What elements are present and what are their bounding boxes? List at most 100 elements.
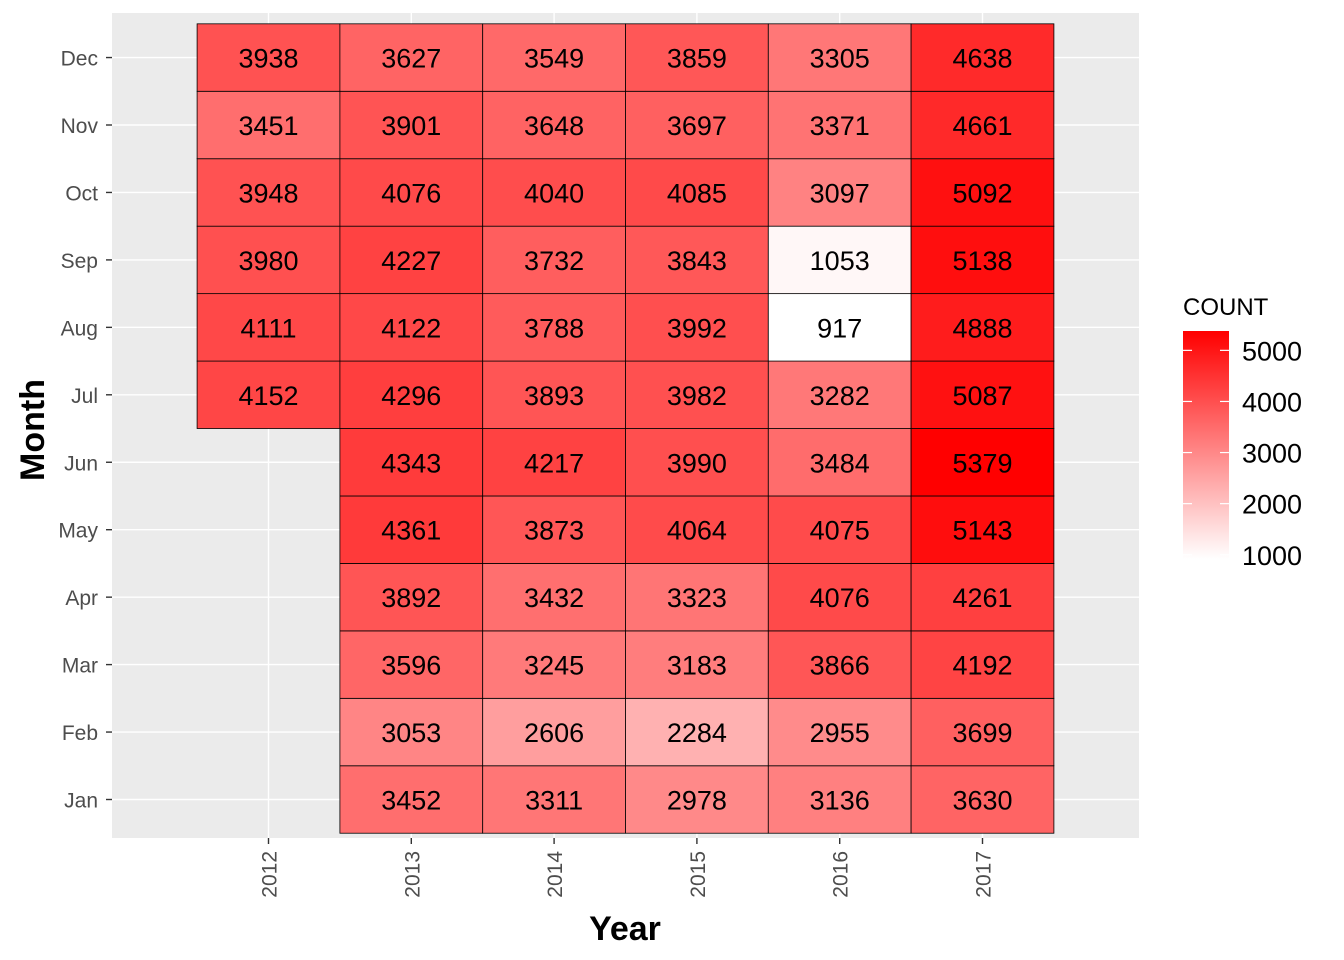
y-tick-label-nov: Nov: [61, 115, 99, 138]
x-tick-label-2013: 2013: [401, 851, 424, 898]
tile-label-oct-2013: 4076: [381, 178, 441, 208]
tile-sep-2012: [196, 225, 341, 295]
tile-feb-2015: [625, 697, 769, 767]
tile-label-sep-2012: 3980: [238, 246, 298, 276]
tile-sep-2016: [767, 225, 912, 295]
y-tick-label-jul: Jul: [71, 385, 98, 408]
tile-label-feb-2013: 3053: [381, 718, 441, 748]
tile-value-labels: 3452 3311 2978 3136 3630 3053 2606 2284 2955 3699…: [238, 44, 1012, 816]
tile-label-mar-2014: 3245: [524, 651, 584, 681]
tile-apr-2013: [339, 563, 484, 632]
y-tick-label-jan: Jan: [64, 790, 98, 813]
tile-label-apr-2015: 3323: [667, 583, 727, 613]
tile-label-aug-2016: 917: [817, 313, 862, 343]
tile-aug-2012: [196, 293, 341, 362]
tile-sep-2015: [625, 225, 769, 295]
tile-label-jul-2012: 4152: [238, 381, 298, 411]
tile-aug-2014: [482, 293, 626, 362]
tile-feb-2013: [339, 697, 484, 767]
tile-label-aug-2014: 3788: [524, 313, 584, 343]
tile-label-nov-2016: 3371: [810, 111, 870, 141]
tile-label-nov-2017: 4661: [952, 111, 1012, 141]
y-tick-label-mar: Mar: [62, 655, 98, 678]
tile-may-2013: [339, 495, 484, 564]
legend-colorbar: [1183, 331, 1229, 559]
tile-label-oct-2015: 4085: [667, 178, 727, 208]
tile-label-oct-2014: 4040: [524, 178, 584, 208]
tile-dec-2012: [196, 23, 341, 92]
tile-feb-2017: [910, 697, 1055, 767]
tile-label-dec-2015: 3859: [667, 44, 727, 74]
tile-dec-2014: [482, 23, 626, 92]
x-axis-title: Year: [589, 910, 661, 948]
y-tick-label-feb: Feb: [62, 722, 98, 745]
x-axis: 2012 2013 2014 2015 2016 2017: [259, 838, 996, 898]
tile-jun-2013: [339, 428, 484, 497]
tile-label-jun-2015: 3990: [667, 448, 727, 478]
tile-apr-2015: [625, 563, 769, 632]
tile-label-feb-2016: 2955: [810, 718, 870, 748]
x-tick-label-2015: 2015: [687, 851, 710, 898]
tile-dec-2017: [910, 23, 1055, 92]
tile-apr-2017: [910, 563, 1055, 632]
tile-label-jan-2014: 3311: [525, 786, 583, 816]
tile-label-jul-2015: 3982: [667, 381, 727, 411]
tile-label-jun-2014: 4217: [524, 448, 584, 478]
tile-jun-2014: [482, 428, 626, 497]
y-tick-label-sep: Sep: [61, 250, 98, 273]
tile-dec-2015: [625, 23, 769, 92]
legend-label-3000: 3000: [1242, 439, 1302, 469]
x-tick-label-2012: 2012: [259, 851, 282, 898]
y-tick-label-dec: Dec: [61, 48, 98, 71]
tile-label-mar-2017: 4192: [952, 651, 1012, 681]
y-tick-label-oct: Oct: [65, 182, 98, 205]
tile-label-may-2013: 4361: [381, 516, 441, 546]
tile-dec-2016: [767, 23, 912, 92]
tile-sep-2014: [482, 225, 626, 295]
tile-nov-2015: [625, 90, 769, 160]
tile-jul-2013: [339, 360, 484, 429]
y-tick-label-aug: Aug: [61, 317, 98, 340]
tile-jul-2012: [196, 360, 341, 429]
tile-label-mar-2015: 3183: [667, 651, 727, 681]
tile-oct-2013: [339, 158, 484, 227]
legend-label-2000: 2000: [1242, 490, 1302, 520]
tile-nov-2014: [482, 90, 626, 160]
tile-may-2015: [625, 495, 769, 564]
legend-label-4000: 4000: [1242, 387, 1302, 417]
y-tick-label-may: May: [58, 520, 98, 543]
tile-may-2016: [767, 495, 912, 564]
tile-nov-2017: [910, 90, 1055, 160]
tile-oct-2012: [196, 158, 341, 227]
tile-mar-2016: [767, 630, 912, 699]
x-tick-label-2017: 2017: [973, 851, 996, 898]
tile-feb-2016: [767, 697, 912, 767]
tile-oct-2014: [482, 158, 626, 227]
tile-label-sep-2014: 3732: [524, 246, 584, 276]
tile-label-oct-2017: 5092: [952, 178, 1012, 208]
tile-label-jan-2017: 3630: [952, 786, 1012, 816]
tile-label-may-2017: 5143: [952, 516, 1012, 546]
tile-label-nov-2014: 3648: [524, 111, 584, 141]
legend-title: COUNT: [1183, 294, 1269, 321]
tile-aug-2015: [625, 293, 769, 362]
tile-label-aug-2015: 3992: [667, 313, 727, 343]
tile-label-jun-2017: 5379: [952, 448, 1012, 478]
legend-ticks: 1000 2000 3000 4000 5000: [1183, 336, 1302, 571]
tile-label-dec-2013: 3627: [381, 44, 441, 74]
tile-label-apr-2016: 4076: [810, 583, 870, 613]
tile-label-sep-2016: 1053: [810, 246, 870, 276]
tile-nov-2012: [196, 90, 341, 160]
heatmap-tiles: [196, 23, 1055, 834]
tile-may-2017: [910, 495, 1055, 564]
tile-label-apr-2013: 3892: [381, 583, 441, 613]
tile-label-jul-2016: 3282: [810, 381, 870, 411]
tile-jun-2017: [910, 428, 1055, 497]
tile-aug-2016: [767, 293, 912, 362]
tile-label-apr-2014: 3432: [524, 583, 584, 613]
x-tick-label-2014: 2014: [544, 851, 567, 898]
tile-sep-2017: [910, 225, 1055, 295]
tile-label-feb-2015: 2284: [667, 718, 727, 748]
tile-label-jun-2016: 3484: [810, 448, 870, 478]
